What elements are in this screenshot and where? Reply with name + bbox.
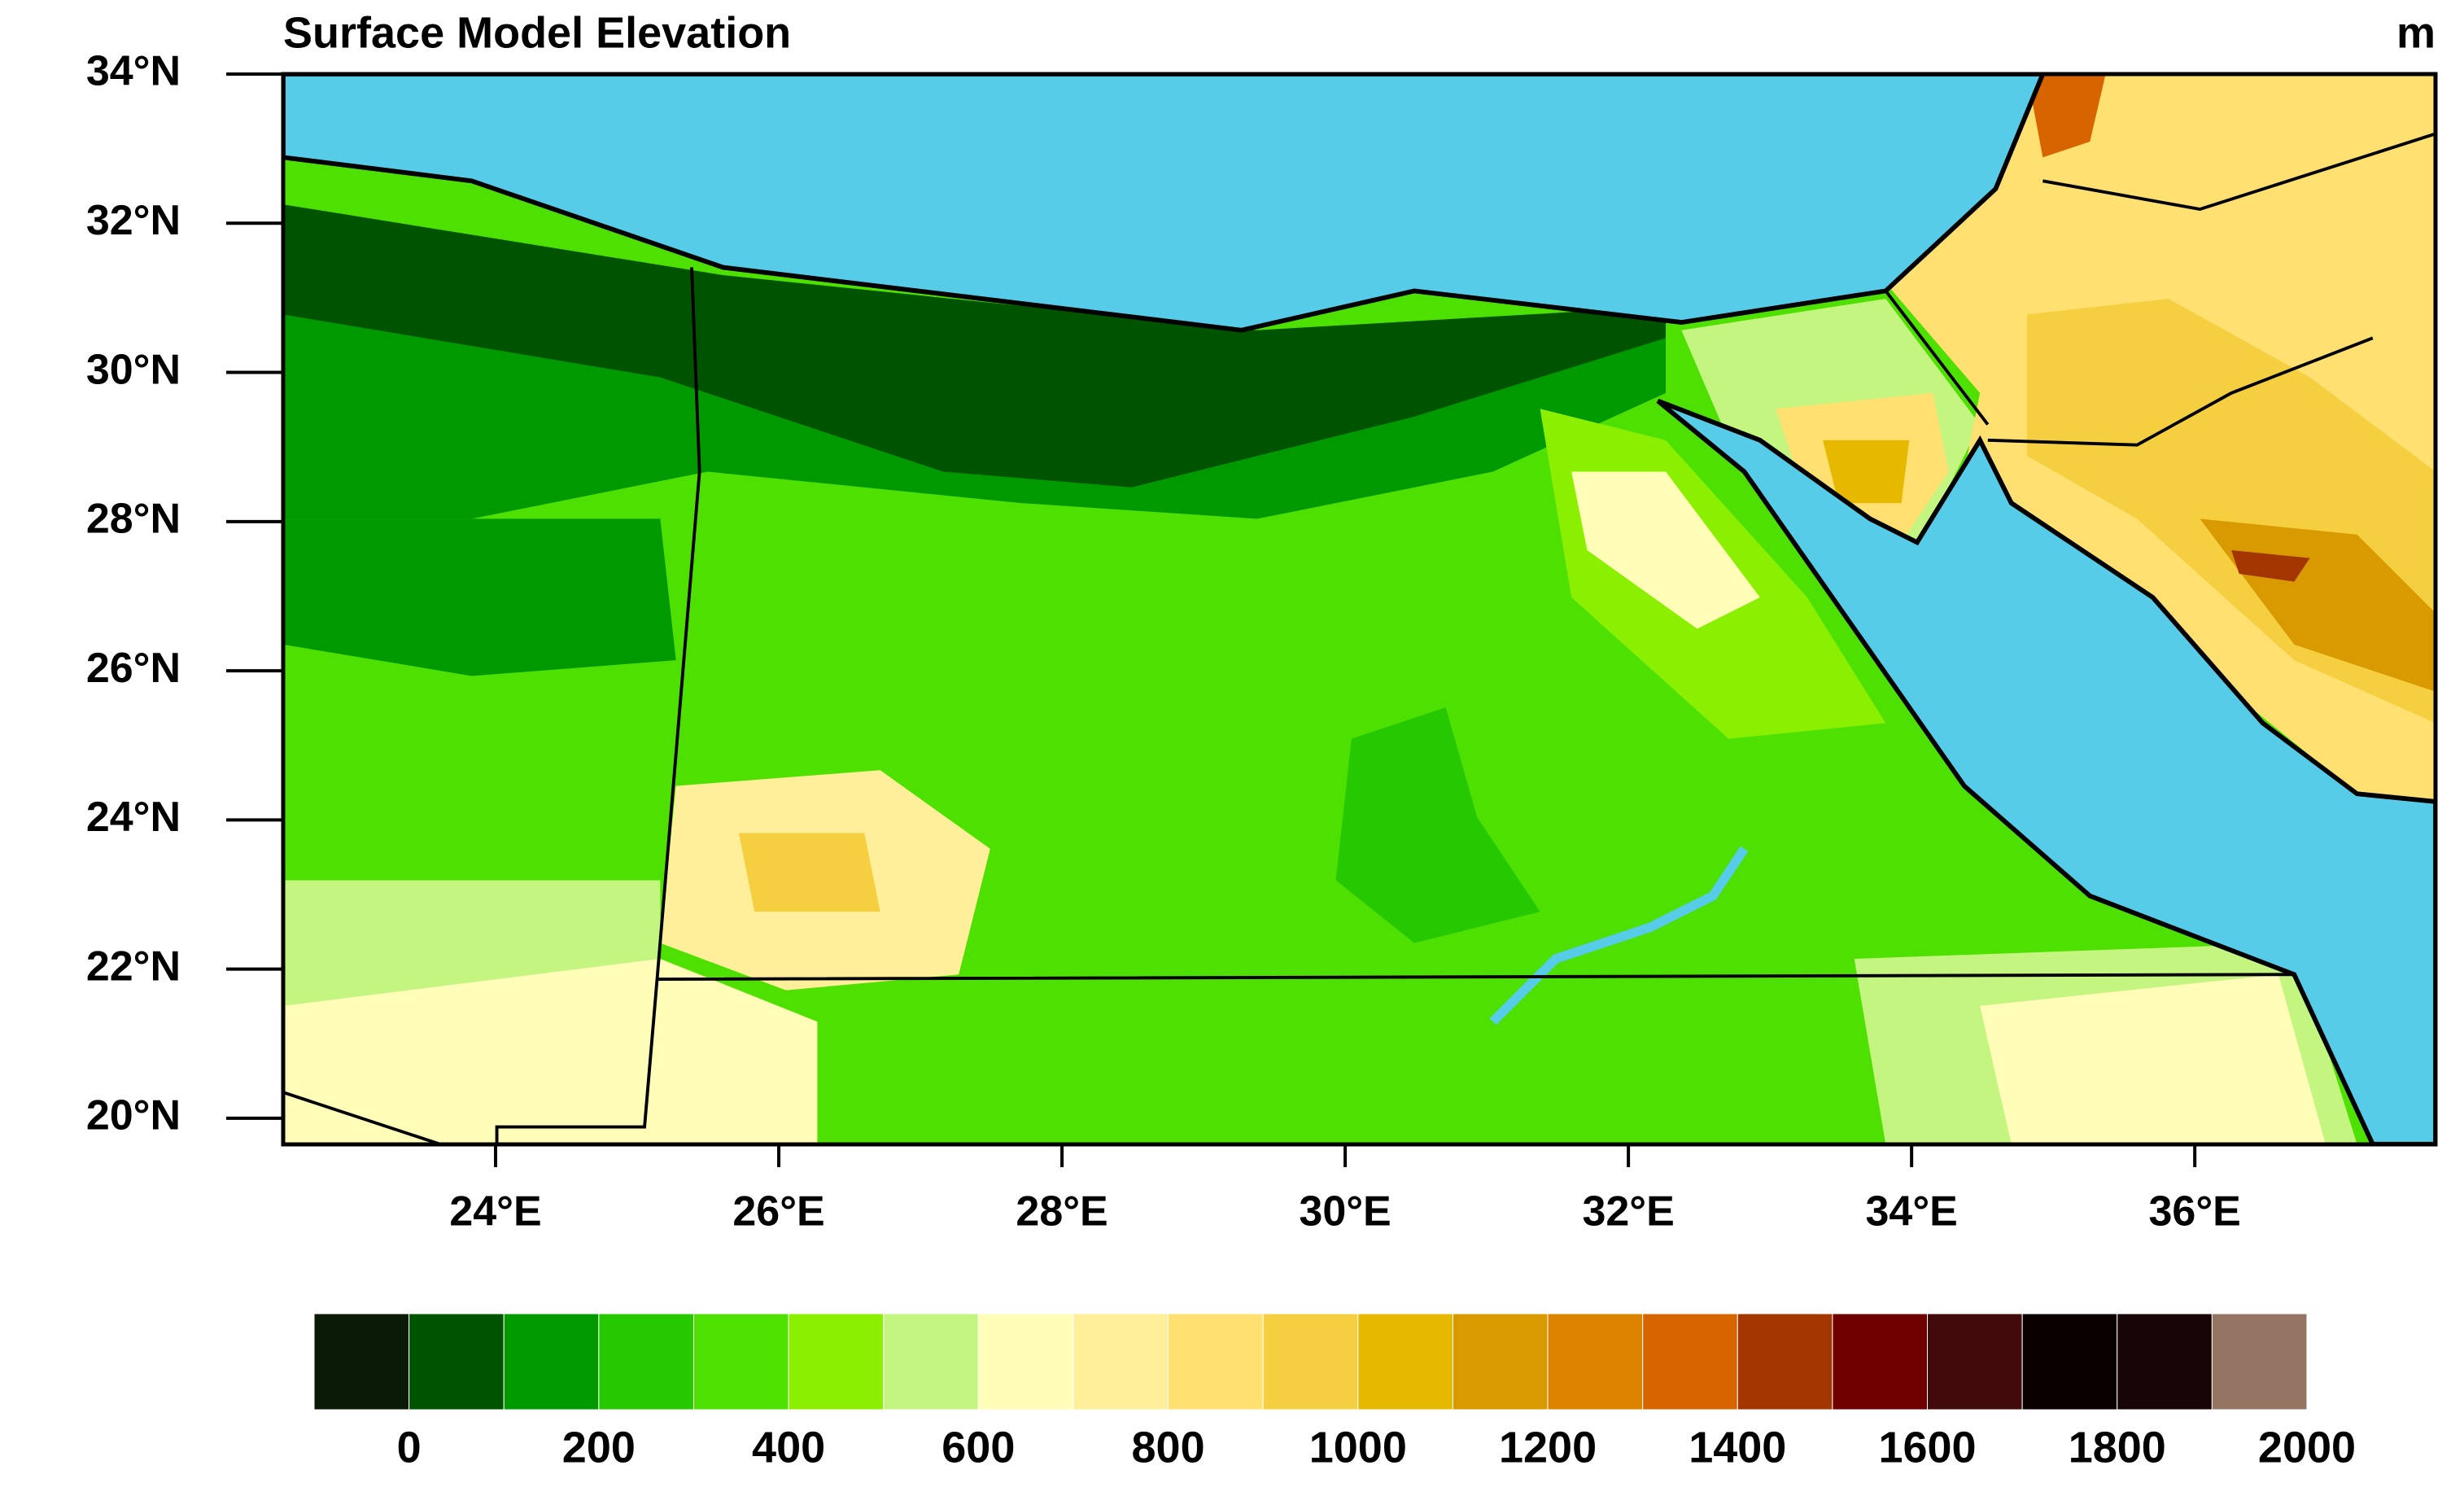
colorbar-box bbox=[2021, 1313, 2118, 1411]
colorbar-box bbox=[1073, 1313, 1169, 1411]
colorbar-label: 200 bbox=[562, 1423, 636, 1472]
colorbar-label: 800 bbox=[1132, 1423, 1205, 1472]
colorbar-box bbox=[977, 1313, 1074, 1411]
colorbar-box bbox=[1262, 1313, 1359, 1411]
colorbar-box bbox=[1547, 1313, 1644, 1411]
colorbar-label: 1400 bbox=[1689, 1423, 1786, 1472]
y-tick-label: 34°N bbox=[86, 48, 181, 95]
colorbar-label: 0 bbox=[397, 1423, 422, 1472]
colorbar-box bbox=[2117, 1313, 2213, 1411]
colorbar-label: 1200 bbox=[1499, 1423, 1597, 1472]
x-tick-label: 28°E bbox=[1016, 1188, 1107, 1236]
x-tick-label: 30°E bbox=[1299, 1188, 1391, 1236]
elevation-map bbox=[283, 73, 2436, 1144]
x-tick-label: 26°E bbox=[732, 1188, 824, 1236]
y-tick-label: 20°N bbox=[86, 1092, 181, 1139]
colorbar-label: 1000 bbox=[1309, 1423, 1407, 1472]
map-title: Surface Model Elevation bbox=[283, 8, 791, 57]
colorbar-box bbox=[1737, 1313, 1833, 1411]
y-tick-label: 24°N bbox=[86, 794, 181, 841]
x-tick-label: 32°E bbox=[1582, 1188, 1674, 1236]
colorbar-box bbox=[883, 1313, 979, 1411]
x-tick-label: 36°E bbox=[2149, 1188, 2241, 1236]
colorbar-box bbox=[692, 1313, 789, 1411]
colorbar-label: 1600 bbox=[1878, 1423, 1976, 1472]
colorbar-box bbox=[503, 1313, 600, 1411]
colorbar-box bbox=[408, 1313, 505, 1411]
colorbar-label: 600 bbox=[941, 1423, 1015, 1472]
y-tick-label: 22°N bbox=[86, 943, 181, 990]
x-tick-label: 34°E bbox=[1865, 1188, 1957, 1236]
y-tick-label: 30°N bbox=[86, 346, 181, 393]
colorbar-label: 400 bbox=[752, 1423, 825, 1472]
colorbar-box bbox=[1357, 1313, 1453, 1411]
x-tick-label: 24°E bbox=[449, 1188, 541, 1236]
y-tick-label: 28°N bbox=[86, 496, 181, 543]
colorbar-box bbox=[313, 1313, 410, 1411]
y-tick-label: 32°N bbox=[86, 197, 181, 244]
colorbar-box bbox=[1642, 1313, 1738, 1411]
colorbar-box bbox=[598, 1313, 694, 1411]
colorbar-box bbox=[1832, 1313, 1929, 1411]
colorbar-box bbox=[788, 1313, 885, 1411]
y-tick-label: 26°N bbox=[86, 645, 181, 692]
colorbar-box bbox=[2211, 1313, 2308, 1411]
colorbar-box bbox=[1168, 1313, 1264, 1411]
colorbar-box bbox=[1927, 1313, 2023, 1411]
map-frame bbox=[281, 72, 2438, 1147]
colorbar-label: 2000 bbox=[2258, 1423, 2356, 1472]
colorbar-box bbox=[1452, 1313, 1549, 1411]
units-label: m bbox=[2396, 8, 2436, 57]
colorbar-label: 1800 bbox=[2069, 1423, 2166, 1472]
